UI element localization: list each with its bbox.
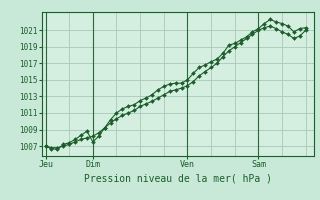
X-axis label: Pression niveau de la mer( hPa ): Pression niveau de la mer( hPa ): [84, 173, 272, 183]
